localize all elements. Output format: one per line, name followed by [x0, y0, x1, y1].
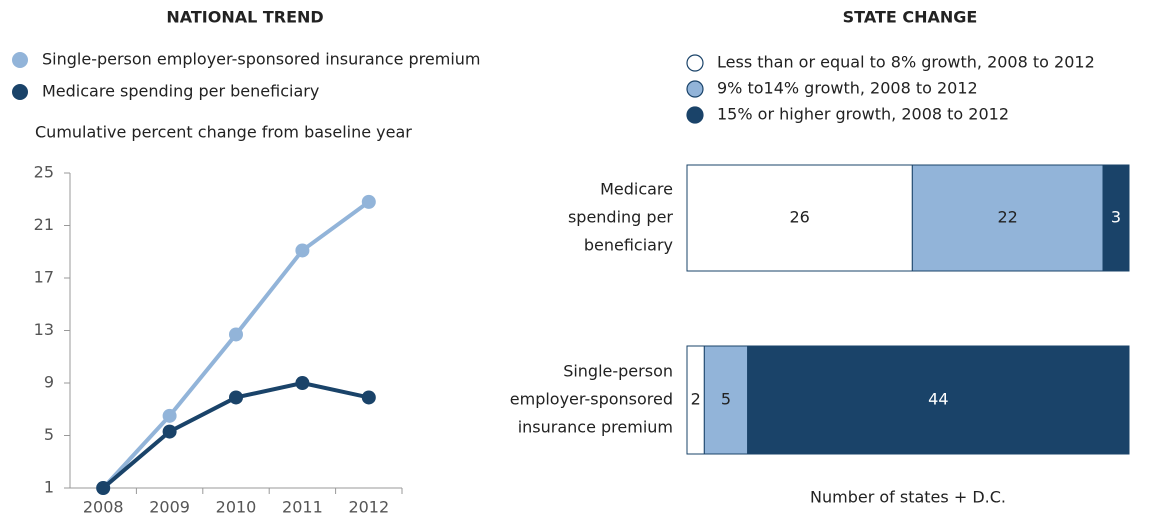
- bar-value-label: 26: [789, 208, 809, 227]
- bar-value-label: 22: [997, 208, 1017, 227]
- category-label: spending per: [568, 208, 673, 227]
- chart-title: NATIONAL TREND: [166, 8, 323, 27]
- y-tick-label: 13: [34, 320, 54, 339]
- legend-label: Less than or equal to 8% growth, 2008 to…: [717, 53, 1095, 72]
- x-axis-label: Number of states + D.C.: [810, 488, 1006, 507]
- legend-label: 15% or higher growth, 2008 to 2012: [717, 105, 1009, 124]
- y-tick-label: 9: [44, 373, 54, 392]
- bar-segment: [747, 345, 1130, 455]
- data-point: [229, 390, 243, 405]
- legend-marker: [686, 54, 704, 72]
- data-point: [361, 390, 376, 405]
- bar-value-label: 5: [721, 390, 731, 409]
- bar-value-label: 44: [928, 390, 948, 409]
- y-tick-label: 17: [34, 268, 54, 287]
- bar-value-label: 2: [691, 390, 701, 409]
- y-tick-label: 1: [44, 478, 54, 497]
- category-label: insurance premium: [518, 418, 673, 437]
- data-point: [162, 408, 177, 423]
- legend-label: Single-person employer-sponsored insuran…: [42, 50, 481, 69]
- data-point: [162, 424, 177, 439]
- category-label: employer-sponsored: [510, 390, 673, 409]
- bar-value-label: 3: [1111, 208, 1121, 227]
- x-tick-label: 2008: [83, 498, 124, 517]
- bar-segment: [703, 345, 749, 455]
- legend-marker: [686, 80, 704, 98]
- category-label: Medicare: [600, 180, 673, 199]
- y-tick-label: 21: [34, 215, 54, 234]
- data-point: [229, 327, 243, 342]
- legend-marker: [686, 106, 704, 124]
- data-point: [361, 194, 376, 209]
- series-line: [101, 200, 370, 490]
- bar-segment: [686, 164, 913, 272]
- legend-label: Medicare spending per beneficiary: [42, 82, 319, 101]
- legend-marker: [12, 84, 28, 100]
- chart-title: STATE CHANGE: [843, 8, 978, 27]
- x-tick-label: 2011: [282, 498, 323, 517]
- y-tick-label: 5: [44, 425, 54, 444]
- legend-label: 9% to14% growth, 2008 to 2012: [717, 79, 978, 98]
- category-label: beneficiary: [584, 236, 673, 255]
- x-tick-label: 2009: [149, 498, 190, 517]
- bar-segment: [1102, 164, 1130, 272]
- y-axis-label: Cumulative percent change from baseline …: [35, 123, 412, 142]
- x-tick-label: 2010: [216, 498, 257, 517]
- data-point: [96, 481, 111, 495]
- data-point: [295, 376, 310, 390]
- y-tick-label: 25: [34, 163, 54, 182]
- x-tick-label: 2012: [348, 498, 389, 517]
- data-point: [295, 243, 310, 258]
- legend-marker: [12, 52, 28, 68]
- category-label: Single-person: [563, 362, 673, 381]
